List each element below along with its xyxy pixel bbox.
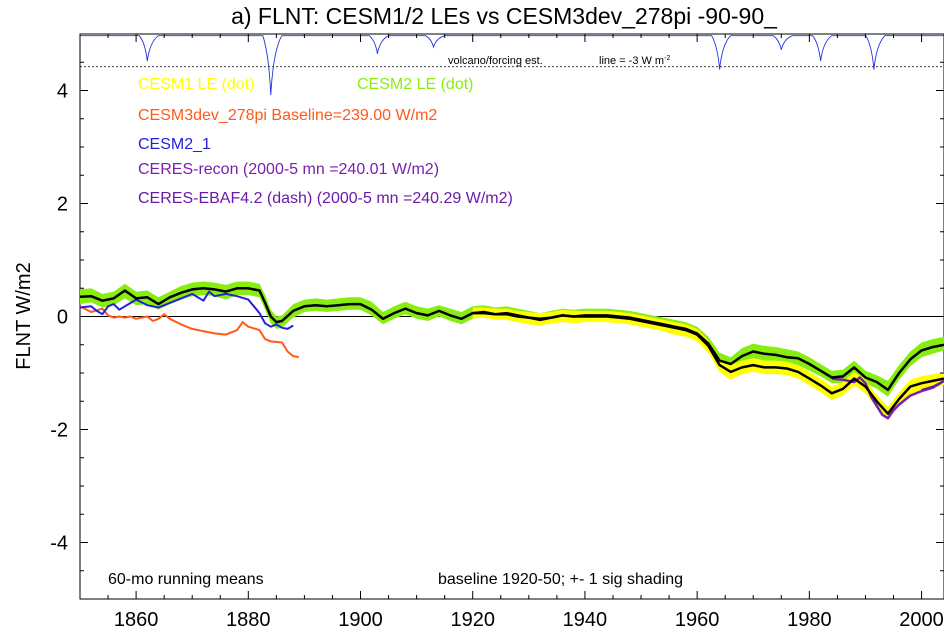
y-tick-label: 2: [57, 194, 68, 216]
y-axis-label: FLNT W/m2: [13, 262, 35, 369]
volcano-label: volcano/forcing est.: [448, 55, 543, 67]
series-lines: [79, 287, 944, 420]
x-tick-label: 1880: [226, 609, 271, 631]
x-tick-label: 2000: [899, 609, 944, 631]
series-line-4: [79, 287, 944, 392]
y-tick-label: 0: [57, 307, 68, 329]
band-1: [472, 307, 944, 421]
legend-entry-cesm3dev: CESM3dev_278pi Baseline=239.00 W/m2: [138, 107, 437, 124]
volcano-inset: [80, 35, 944, 96]
axis-ticks: 1860 1880 1900 1920 1940 1960 1980 2000 4 2 0 -2 -4: [50, 33, 944, 631]
legend: CESM1 LE (dot) CESM2 LE (dot) CESM3dev_2…: [138, 76, 513, 207]
legend-entry-ceres-ebaf: CERES-EBAF4.2 (dash) (2000-5 mn =240.29 …: [138, 190, 513, 207]
annotation-baseline: baseline 1920-50; +- 1 sig shading: [438, 571, 683, 588]
y-tick-label: 4: [57, 81, 68, 103]
legend-entry-cesm2: CESM2 LE (dot): [357, 76, 473, 93]
x-tick-label: 1940: [563, 609, 608, 631]
series-line-1: [79, 290, 294, 330]
x-tick-label: 1920: [450, 609, 495, 631]
x-tick-label: 1860: [114, 609, 159, 631]
shaded-bands: [80, 281, 944, 421]
y-tick-label: -4: [50, 533, 68, 555]
series-line-5: [472, 311, 944, 415]
annotation-running-means: 60-mo running means: [108, 571, 264, 588]
legend-entry-cesm2-1: CESM2_1: [138, 136, 211, 153]
x-tick-label: 1900: [338, 609, 383, 631]
series-line-3: [921, 380, 944, 391]
volcano-forcing-line: [80, 35, 944, 96]
x-tick-label: 1980: [787, 609, 832, 631]
y-tick-label: -2: [50, 420, 68, 442]
series-line-0: [79, 305, 299, 359]
volcano-line-label: line = -3 W m-2: [599, 55, 670, 67]
legend-entry-ceres-recon: CERES-recon (2000-5 mn =240.01 W/m2): [138, 161, 439, 178]
chart-title: a) FLNT: CESM1/2 LEs vs CESM3dev_278pi -…: [231, 3, 778, 29]
legend-entry-cesm1: CESM1 LE (dot): [138, 76, 254, 93]
x-tick-label: 1960: [675, 609, 720, 631]
plot-area: 1860 1880 1900 1920 1940 1960 1980 2000 4 2 0 -2 -4: [50, 33, 944, 631]
